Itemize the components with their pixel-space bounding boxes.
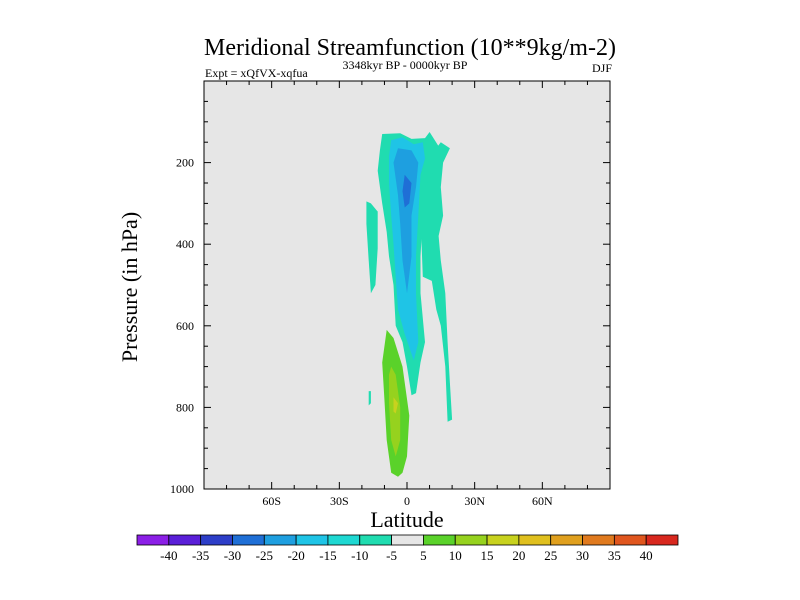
colorbar-label: -30 [224,548,241,563]
season-label: DJF [592,61,612,75]
y-tick-label: 200 [176,156,194,170]
x-tick-label: 30N [464,494,485,508]
colorbar-swatch [550,534,583,546]
colorbar-swatch [423,534,456,546]
y-tick-labels: 200 400 600 800 1000 [170,156,194,496]
colorbar-swatch [263,534,297,546]
colorbar-label: -25 [256,548,273,563]
colorbar-label: -20 [287,548,304,563]
colorbar-labels: -40 -35 -30 -25 -20 -15 -10 -5 5 10 15 20 25 30 35 40 [160,548,653,563]
colorbar-swatch [613,534,647,546]
colorbar-label: -40 [160,548,177,563]
colorbar-swatch [200,534,233,546]
experiment-label: Expt = xQfVX-xqfua [205,66,308,80]
y-tick-label: 400 [176,237,194,251]
colorbar-label: 25 [544,548,557,563]
colorbar-label: 20 [512,548,525,563]
axis-ticks [204,81,610,489]
time-range-label: 3348kyr BP - 0000kyr BP [343,58,468,72]
region-northern-band [416,142,453,422]
colorbar-swatch [391,534,424,546]
y-tick-label: 800 [176,400,194,414]
x-tick-label: 0 [404,494,410,508]
colorbar-swatch [295,534,329,546]
x-tick-label: 30S [330,494,349,508]
x-axis-label: Latitude [370,507,443,532]
colorbar-label: -5 [386,548,397,563]
y-tick-label: 600 [176,319,194,333]
colorbar-label: -35 [192,548,209,563]
y-tick-label: 1000 [170,482,194,496]
contour-regions [366,132,453,477]
region-inner-core [402,174,412,208]
x-tick-labels: 60S 30S 0 30N 60N [262,494,553,508]
colorbar-label: 5 [420,548,427,563]
colorbar-label: -15 [319,548,336,563]
region-lower-lobe-peak [393,397,398,414]
colorbar-swatch [486,534,520,546]
colorbar-label: 40 [640,548,653,563]
colorbar-label: 10 [449,548,462,563]
colorbar-swatch [454,534,488,546]
colorbar-label: 30 [576,548,589,563]
y-axis-label: Pressure (in hPa) [117,212,142,362]
colorbar-label: 15 [481,548,494,563]
colorbar-swatch [136,534,170,546]
x-tick-label: 60S [262,494,281,508]
colorbar-swatch [232,534,265,546]
region-western-band [366,201,378,294]
chart-title: Meridional Streamfunction (10**9kg/m-2) [204,35,616,61]
region-lower-western-bit [368,391,371,406]
colorbar-swatch [359,534,392,546]
colorbar-swatch [518,534,552,546]
colorbar-swatch [327,534,361,546]
colorbar-label: 35 [608,548,621,563]
colorbar-swatch [645,534,679,546]
x-tick-label: 60N [532,494,553,508]
colorbar-swatch [168,534,202,546]
colorbar-swatch [582,534,615,546]
colorbar [136,534,679,546]
colorbar-label: -10 [351,548,368,563]
region-mid-core [393,148,419,294]
